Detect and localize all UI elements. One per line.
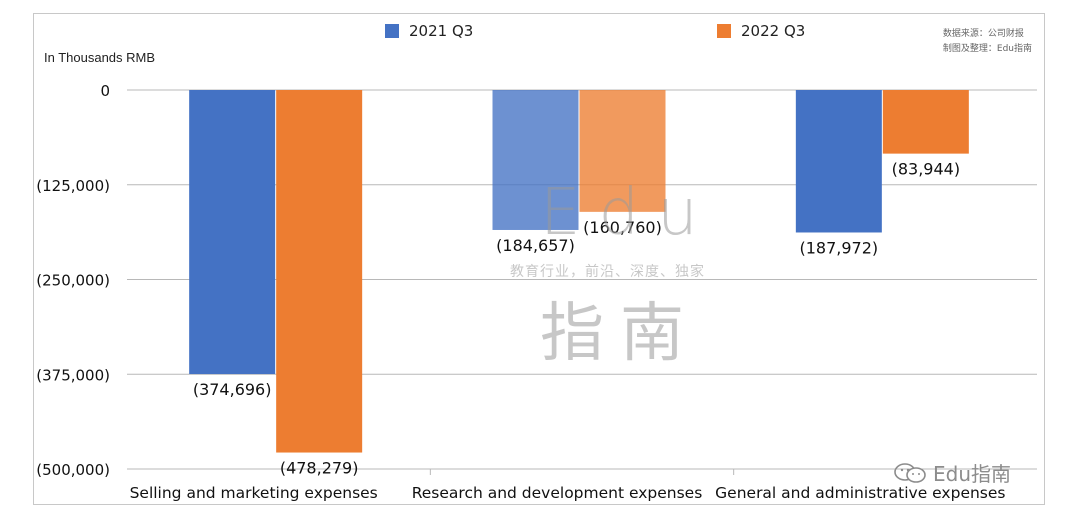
legend-swatch-2022 <box>717 24 731 38</box>
data-label: (374,696) <box>193 380 272 399</box>
source-note: 数据来源：公司财报 制图及整理：Edu指南 <box>943 27 1032 57</box>
units-label: In Thousands RMB <box>44 50 156 65</box>
credit-line: 制图及整理：Edu指南 <box>942 44 1032 54</box>
legend-label-2022: 2022 Q3 <box>741 22 806 40</box>
brand-watermark: Edu指南 <box>893 458 1011 487</box>
legend-swatch-2021 <box>385 24 399 38</box>
legend-item-2022: 2022 Q3 <box>717 22 805 40</box>
bar-2022 <box>276 90 363 453</box>
data-label: (478,279) <box>280 459 359 478</box>
y-tick-label: (125,000) <box>36 177 110 195</box>
category-label: Research and development expenses <box>412 484 703 502</box>
y-tick-label: (250,000) <box>36 272 110 290</box>
y-tick-label: (500,000) <box>36 461 110 479</box>
bar-2022 <box>579 90 666 212</box>
category-label: Selling and marketing expenses <box>130 484 378 502</box>
bar-2022 <box>882 90 969 154</box>
brand-text: Edu指南 <box>933 462 1012 486</box>
y-tick-label: 0 <box>100 82 110 100</box>
data-label: (160,760) <box>583 218 662 237</box>
bar-2021 <box>795 90 882 233</box>
y-tick-label: (375,000) <box>36 366 110 384</box>
category-label: General and administrative expenses <box>715 484 1005 502</box>
data-label: (184,657) <box>496 236 575 255</box>
data-label: (83,944) <box>892 160 960 179</box>
source-line: 数据来源：公司财报 <box>942 29 1024 39</box>
bar-2021 <box>189 90 276 375</box>
legend-item-2021: 2021 Q3 <box>385 22 473 40</box>
legend-label-2021: 2021 Q3 <box>409 22 474 40</box>
data-label: (187,972) <box>800 238 879 257</box>
wechat-icon <box>894 462 926 483</box>
bar-2021 <box>492 90 579 230</box>
